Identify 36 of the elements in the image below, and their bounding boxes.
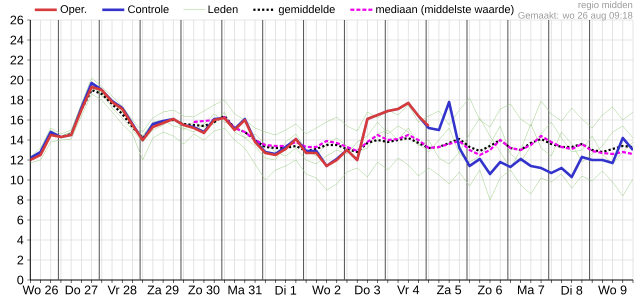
legend-label: Controle: [128, 5, 169, 14]
y-tick-label: 10: [10, 176, 24, 184]
x-tick-label: Di 1: [276, 286, 296, 295]
y-tick-label: 12: [10, 156, 24, 164]
y-tick-label: 6: [17, 216, 24, 224]
legend-label: gemiddelde: [278, 5, 335, 16]
x-tick-label: Vr 28: [108, 286, 136, 294]
x-tick-label: Za 29: [148, 286, 178, 294]
text: regio midden: [578, 1, 632, 10]
y-tick-label: 2: [17, 256, 24, 264]
x-tick-label: Do 27: [66, 286, 98, 294]
legend-label: Leden: [208, 5, 238, 14]
y-tick-label: 26: [10, 16, 24, 24]
x-tick-label: Wo 9: [598, 286, 626, 294]
y-tick-label: 4: [17, 236, 24, 244]
x-tick-label: Wo 2: [312, 286, 340, 294]
x-tick-label: Za 5: [437, 286, 462, 294]
legend-label: mediaan (middelste waarde): [376, 5, 514, 16]
x-tick-label: Ma 7: [518, 286, 544, 294]
x-tick-label: Ma 31: [228, 286, 262, 294]
annotation: Gemaakt: wo 26 aug 09:18: [518, 12, 632, 21]
x-tick-label: Vr 4: [397, 286, 420, 294]
y-tick-label: 20: [10, 76, 24, 84]
y-tick-label: 16: [10, 116, 24, 124]
y-tick-label: 14: [10, 136, 24, 144]
y-tick-label: 24: [10, 36, 24, 44]
x-tick-label: Zo 6: [478, 286, 502, 294]
x-tick-label: Do 3: [355, 286, 380, 294]
y-tick-label: 8: [17, 196, 24, 204]
legend-label: Oper.: [60, 5, 86, 16]
y-tick-label: 0: [17, 276, 24, 284]
y-tick-label: 18: [10, 96, 24, 104]
x-tick-label: Wo 26: [22, 286, 58, 294]
x-tick-label: Di 8: [562, 286, 582, 295]
x-tick-label: Zo 30: [188, 286, 220, 294]
y-tick-label: 22: [10, 56, 24, 64]
